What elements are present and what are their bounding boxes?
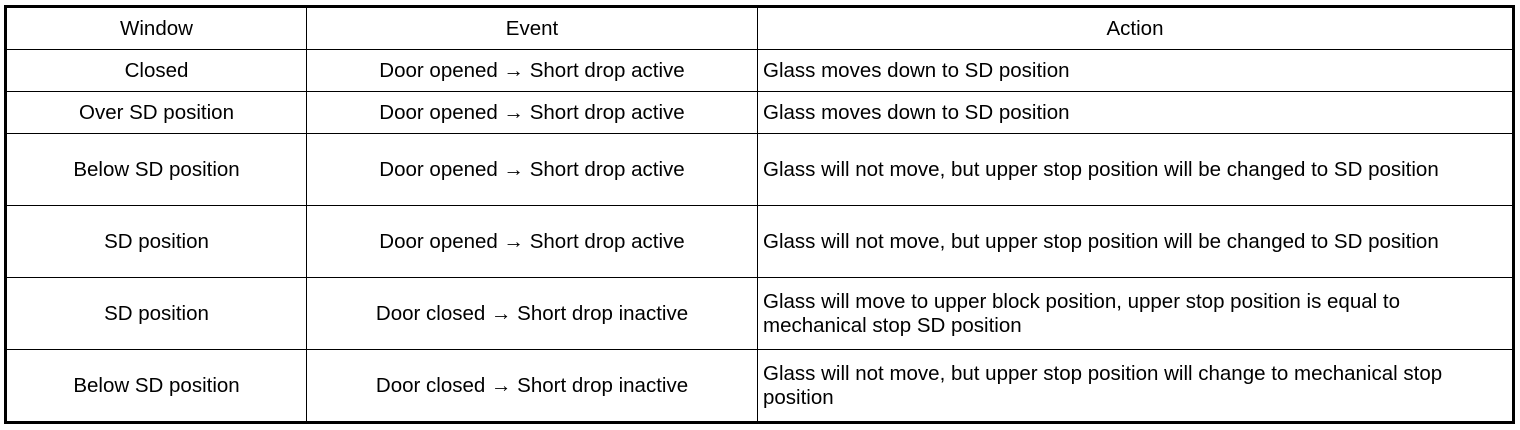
table-row: Below SD position Door opened → Short dr… (5, 133, 1514, 206)
window-cell: Below SD position (5, 133, 307, 206)
table-row: SD position Door closed → Short drop ina… (5, 277, 1514, 350)
event-cell: Door opened → Short drop active (306, 133, 758, 206)
header-action: Action (757, 6, 1514, 50)
window-event-action-table: Window Event Action Closed Door opened →… (4, 5, 1515, 424)
action-cell: Glass will move to upper block position,… (757, 277, 1514, 350)
action-cell: Glass will not move, but upper stop posi… (757, 349, 1514, 423)
table-row: Closed Door opened → Short drop active G… (5, 49, 1514, 92)
window-cell: SD position (5, 277, 307, 350)
event-cell: Door opened → Short drop active (306, 205, 758, 278)
action-cell: Glass will not move, but upper stop posi… (757, 205, 1514, 278)
table-row: Below SD position Door closed → Short dr… (5, 349, 1514, 423)
event-cell: Door opened → Short drop active (306, 49, 758, 92)
table-row: Over SD position Door opened → Short dro… (5, 91, 1514, 134)
header-event: Event (306, 6, 758, 50)
header-row: Window Event Action (5, 6, 1514, 50)
event-cell: Door closed → Short drop inactive (306, 277, 758, 350)
window-cell: Below SD position (5, 349, 307, 423)
action-cell: Glass will not move, but upper stop posi… (757, 133, 1514, 206)
action-cell: Glass moves down to SD position (757, 91, 1514, 134)
event-cell: Door opened → Short drop active (306, 91, 758, 134)
table-row: SD position Door opened → Short drop act… (5, 205, 1514, 278)
window-cell: SD position (5, 205, 307, 278)
event-cell: Door closed → Short drop inactive (306, 349, 758, 423)
window-cell: Over SD position (5, 91, 307, 134)
action-cell: Glass moves down to SD position (757, 49, 1514, 92)
window-cell: Closed (5, 49, 307, 92)
header-window: Window (5, 6, 307, 50)
